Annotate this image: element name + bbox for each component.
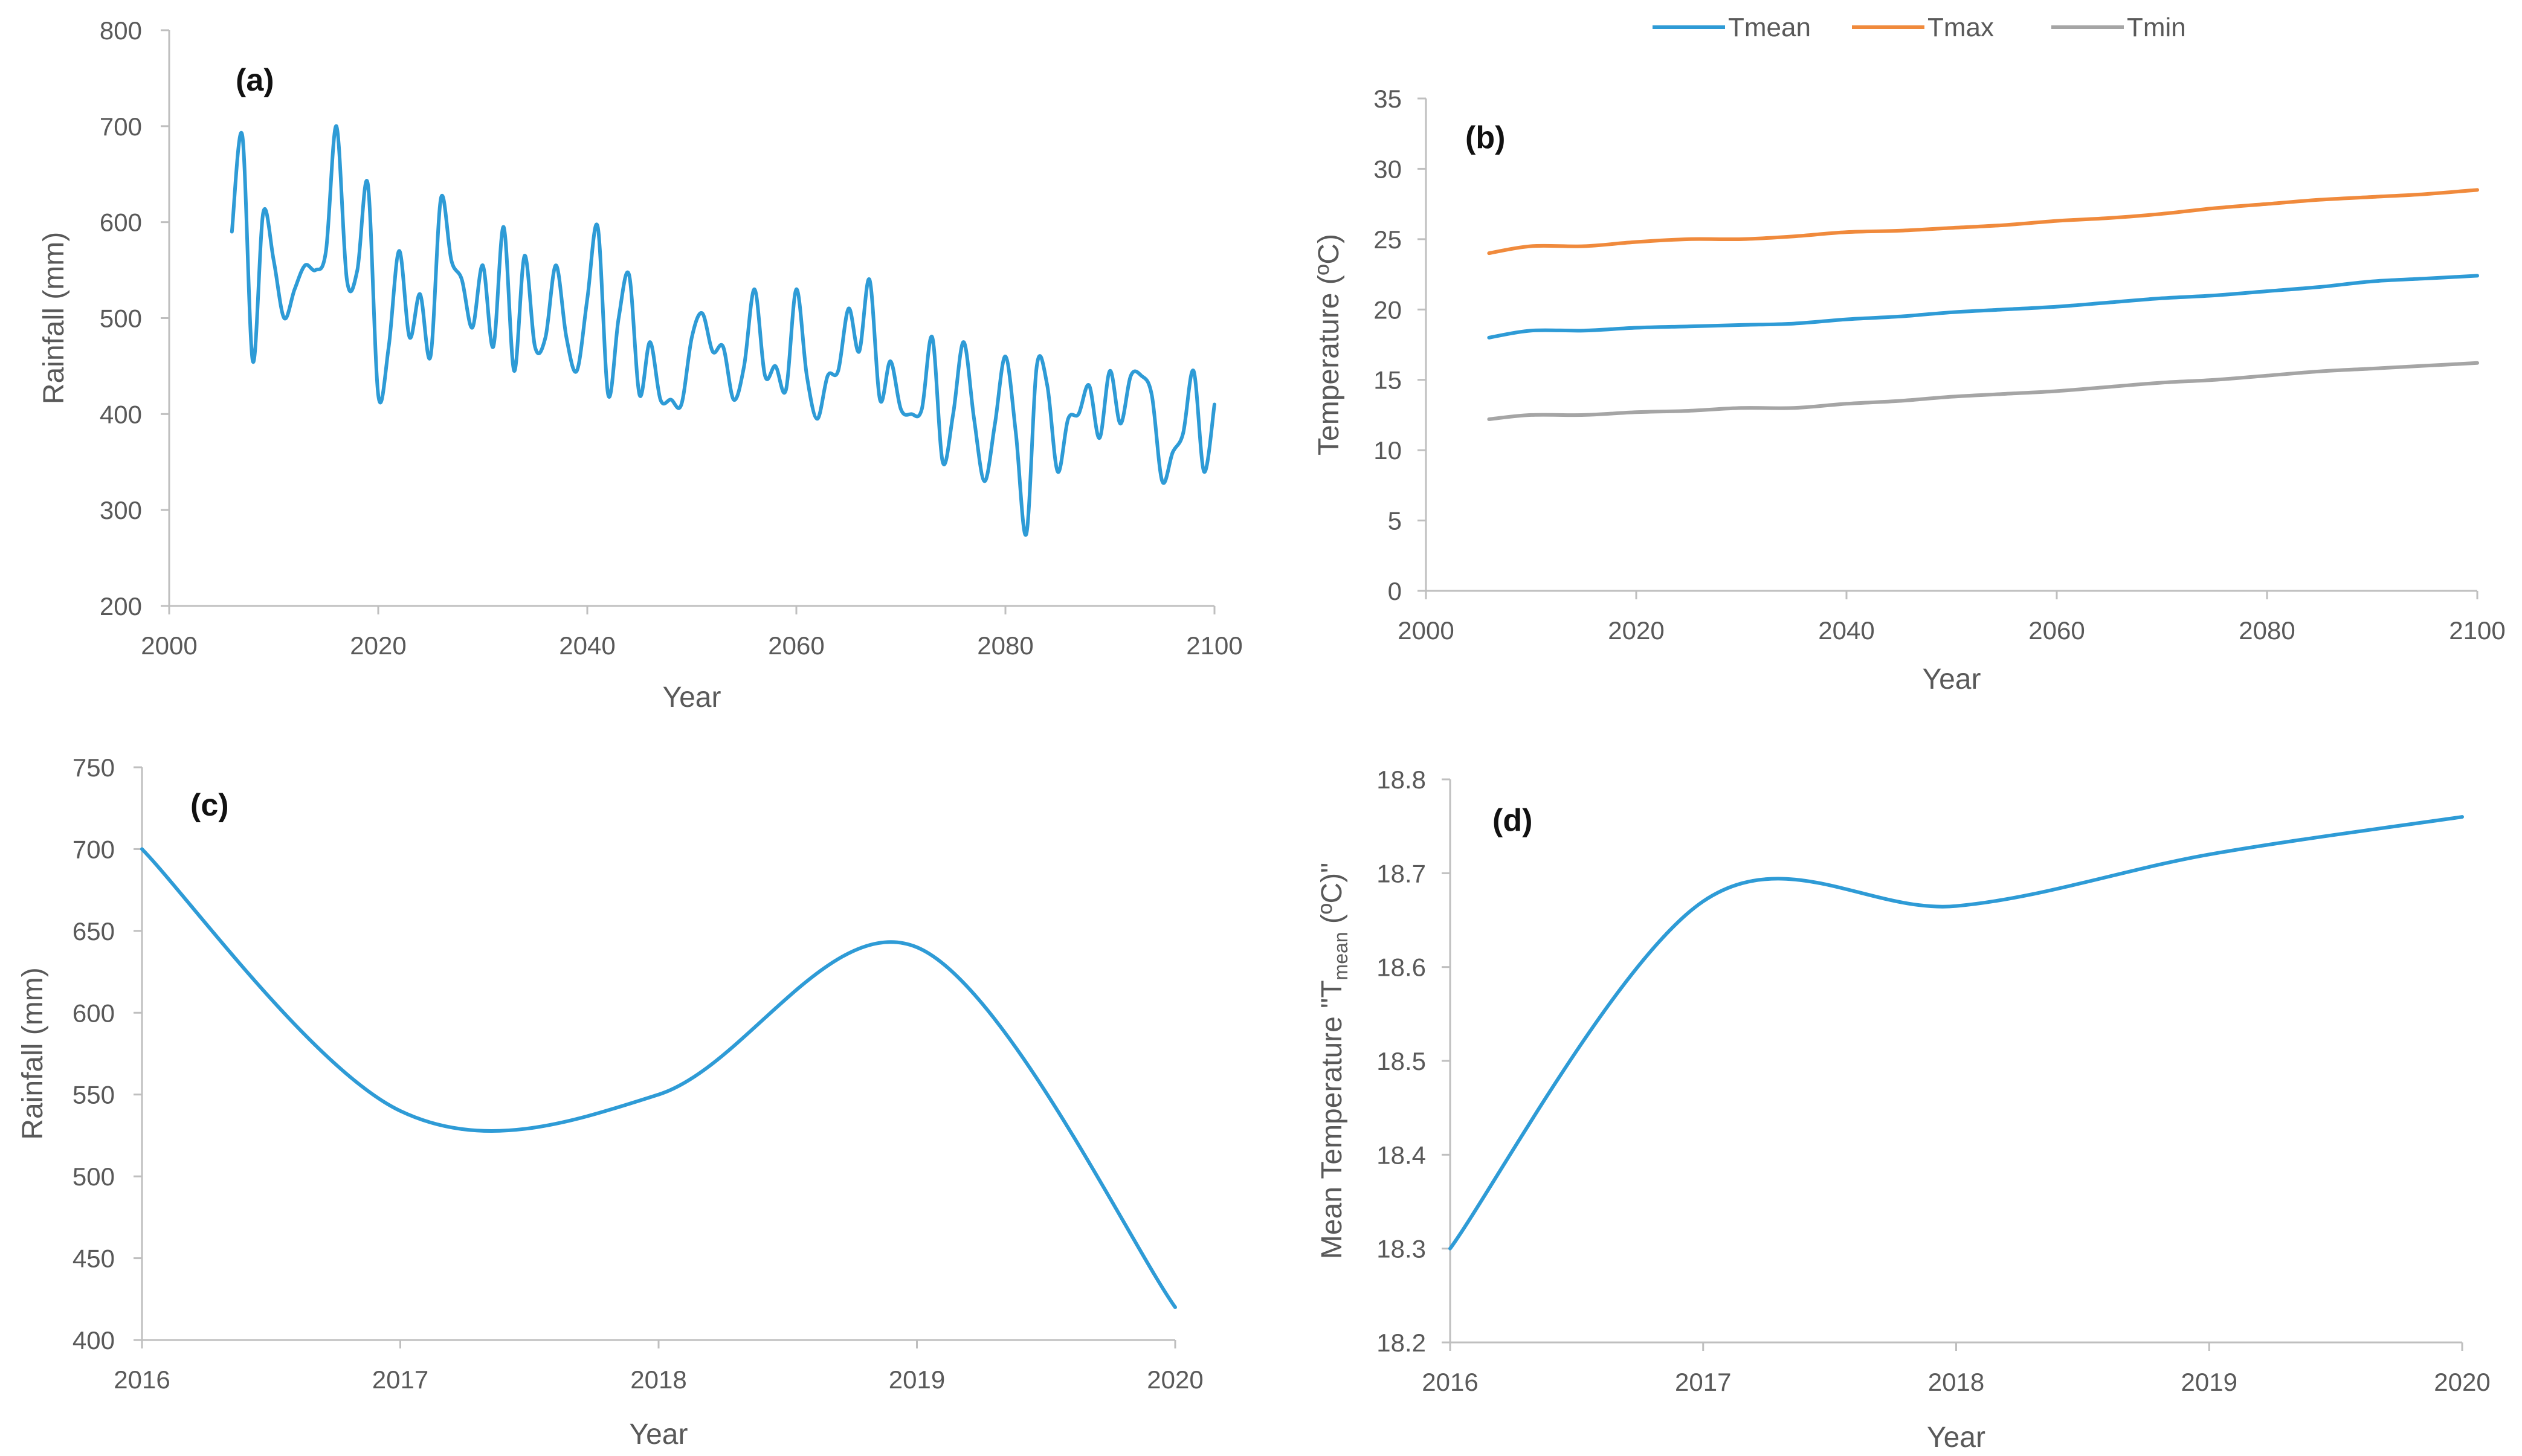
x-tick-label: 2040 (559, 631, 615, 660)
y-tick-label: 35 (1373, 85, 1402, 113)
y-tick-label: 750 (73, 753, 115, 782)
y-tick-label: 18.3 (1376, 1235, 1426, 1263)
y-tick-label: 650 (73, 917, 115, 945)
y-axis-title: Rainfall (mm) (17, 967, 49, 1139)
x-tick-label: 2100 (2449, 616, 2505, 645)
x-tick-label: 2016 (114, 1365, 170, 1394)
x-tick-label: 2020 (350, 631, 406, 660)
x-tick-label: 2019 (889, 1365, 945, 1394)
y-tick-label: 700 (100, 112, 142, 141)
y-tick-label: 550 (73, 1081, 115, 1109)
x-tick-label: 2017 (372, 1365, 428, 1394)
y-tick-label: 400 (100, 400, 142, 428)
x-axis-title: Year (1927, 1422, 1985, 1454)
y-tick-label: 18.4 (1376, 1141, 1426, 1169)
y-tick-label: 200 (100, 592, 142, 620)
y-tick-label: 700 (73, 835, 115, 863)
x-tick-label: 2100 (1186, 631, 1242, 660)
y-tick-label: 18.7 (1376, 859, 1426, 887)
y-tick-label: 18.8 (1376, 765, 1426, 794)
x-tick-label: 2020 (1147, 1365, 1203, 1394)
chart-panel: 18.2 18.3 18.4 18.5 18.6 18.7 18.8 2016 2017 2018… (1316, 765, 2491, 1454)
x-tick-label: 2000 (141, 631, 197, 660)
panel-label: (d) (1492, 803, 1532, 838)
y-tick-label: 15 (1373, 366, 1402, 395)
x-tick-label: 2018 (1928, 1368, 1984, 1396)
x-tick-label: 2016 (1422, 1368, 1478, 1396)
y-tick-label: 10 (1373, 436, 1402, 465)
y-axis-title: Mean Temperature "Tmean (ºC)" (1316, 863, 1352, 1259)
y-tick-label: 600 (100, 208, 142, 237)
y-axis-title-part: (ºC)" (1316, 863, 1348, 932)
y-tick-label: 600 (73, 999, 115, 1027)
y-tick-label: 25 (1373, 225, 1402, 254)
y-tick-label: 450 (73, 1245, 115, 1273)
y-tick-label: 5 (1388, 507, 1402, 535)
panel-label: (a) (236, 63, 274, 98)
chart-panel: 400 450 500 550 600 650 700 750 2016 2017 2018 2019… (17, 753, 1204, 1451)
y-axis-title-part: Mean Temperature "T (1316, 980, 1348, 1259)
y-tick-label: 300 (100, 496, 142, 524)
series-line-tmin (1487, 361, 2479, 421)
x-tick-label: 2020 (1608, 616, 1664, 645)
x-tick-label: 2080 (2239, 616, 2295, 645)
y-axis-title-subscript: mean (1330, 932, 1352, 980)
legend-label: Tmax (1927, 13, 1994, 42)
x-axis-title: Year (1923, 663, 1981, 695)
y-tick-label: 18.5 (1376, 1047, 1426, 1075)
series-line-tmean (1487, 274, 2479, 340)
x-tick-label: 2040 (1818, 616, 1874, 645)
x-tick-label: 2017 (1675, 1368, 1731, 1396)
y-tick-label: 500 (100, 304, 142, 333)
y-tick-label: 0 (1388, 577, 1402, 605)
legend-label: Tmean (1728, 13, 1811, 42)
y-tick-label: 18.6 (1376, 953, 1426, 982)
y-axis-title: Rainfall (mm) (38, 232, 70, 404)
series-line (230, 124, 1216, 537)
series-line (1448, 815, 2464, 1251)
x-tick-label: 2019 (2181, 1368, 2237, 1396)
legend-label: Tmin (2127, 13, 2186, 42)
x-tick-label: 2060 (2028, 616, 2085, 645)
chart-panel: 0 5 10 15 20 25 30 35 2000 2020 2040 2060 2080 2100 Ye… (1313, 13, 2506, 695)
x-tick-label: 2080 (977, 631, 1033, 660)
panel-label: (c) (190, 788, 229, 823)
y-tick-label: 500 (73, 1162, 115, 1191)
x-tick-label: 2020 (2434, 1368, 2490, 1396)
x-tick-label: 2018 (630, 1365, 686, 1394)
y-axis-title: Temperature (ºC) (1313, 234, 1345, 456)
y-tick-label: 20 (1373, 295, 1402, 324)
y-tick-label: 400 (73, 1326, 115, 1355)
y-tick-label: 800 (100, 16, 142, 45)
x-axis-title: Year (630, 1419, 688, 1451)
series-line (140, 847, 1177, 1309)
series-line-tmax (1487, 188, 2479, 256)
chart-panel: 200 300 400 500 600 700 800 2000 2020 2040 2060 208… (38, 16, 1243, 714)
panel-label: (b) (1465, 120, 1505, 155)
y-tick-label: 30 (1373, 155, 1402, 183)
x-tick-label: 2060 (768, 631, 824, 660)
x-axis-title: Year (663, 681, 721, 714)
y-tick-label: 18.2 (1376, 1329, 1426, 1357)
x-tick-label: 2000 (1398, 616, 1454, 645)
